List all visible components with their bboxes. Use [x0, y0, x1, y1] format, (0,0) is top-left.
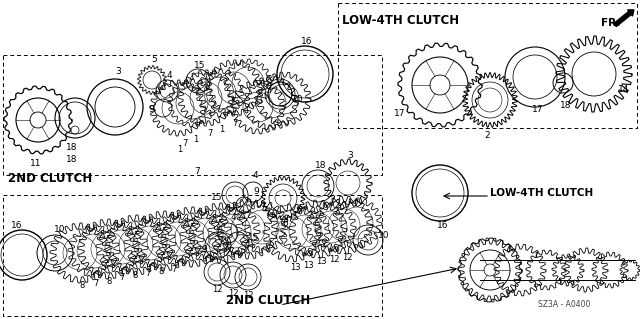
- Text: 2ND CLUTCH: 2ND CLUTCH: [8, 172, 92, 185]
- Text: 13: 13: [303, 261, 314, 270]
- FancyArrow shape: [614, 10, 634, 26]
- Text: 4: 4: [230, 213, 236, 222]
- Text: 16: 16: [12, 220, 23, 229]
- Text: 8: 8: [79, 280, 84, 290]
- Text: 18: 18: [67, 144, 77, 152]
- Text: SZ3A - A0400: SZ3A - A0400: [538, 300, 590, 309]
- Text: 8: 8: [132, 271, 138, 280]
- Text: 4: 4: [252, 172, 258, 181]
- Text: 3: 3: [347, 151, 353, 160]
- Text: 18: 18: [560, 100, 572, 109]
- Text: 12: 12: [212, 286, 222, 294]
- Text: 18: 18: [316, 161, 327, 170]
- Text: 13: 13: [316, 257, 326, 266]
- Text: 11: 11: [30, 160, 42, 168]
- Text: 12: 12: [329, 256, 339, 264]
- Text: 7: 7: [207, 129, 212, 137]
- Text: 10: 10: [54, 225, 66, 234]
- Text: 14: 14: [618, 85, 630, 94]
- Text: 17: 17: [394, 108, 406, 117]
- Text: 7: 7: [93, 278, 99, 287]
- Text: 13: 13: [290, 263, 300, 272]
- Text: 12: 12: [243, 291, 253, 300]
- Text: 7: 7: [182, 139, 188, 149]
- Text: 10: 10: [292, 94, 304, 103]
- Text: 9: 9: [253, 187, 259, 196]
- Text: 1: 1: [220, 124, 225, 133]
- Text: LOW-4TH CLUTCH: LOW-4TH CLUTCH: [342, 14, 459, 27]
- Text: 1: 1: [193, 135, 198, 144]
- Text: 7: 7: [145, 269, 150, 278]
- Text: FR.: FR.: [601, 18, 620, 28]
- Text: 7: 7: [194, 167, 200, 176]
- Text: 7: 7: [119, 273, 125, 283]
- Text: 2ND CLUTCH: 2ND CLUTCH: [226, 294, 310, 307]
- Text: LOW-4TH CLUTCH: LOW-4TH CLUTCH: [490, 188, 593, 198]
- Text: 12: 12: [342, 253, 352, 262]
- Text: 10: 10: [378, 231, 390, 240]
- Text: 9: 9: [148, 106, 154, 115]
- Text: 16: 16: [437, 220, 449, 229]
- Text: 6: 6: [282, 219, 288, 228]
- Text: 18: 18: [67, 155, 77, 165]
- Text: 9: 9: [201, 244, 207, 254]
- Text: 7: 7: [232, 118, 237, 128]
- Text: 1: 1: [177, 145, 182, 154]
- Text: 8: 8: [158, 266, 164, 276]
- Text: 4: 4: [166, 70, 172, 79]
- Text: 15: 15: [248, 234, 260, 242]
- Text: 16: 16: [301, 36, 313, 46]
- Text: 3: 3: [115, 68, 121, 77]
- Text: 2: 2: [484, 130, 490, 139]
- Text: 5: 5: [151, 56, 157, 64]
- Text: 15: 15: [211, 192, 223, 202]
- Text: 7: 7: [172, 265, 177, 275]
- Text: 17: 17: [532, 105, 544, 114]
- Text: 12: 12: [228, 288, 238, 298]
- Text: 8: 8: [106, 277, 112, 286]
- Text: 15: 15: [195, 61, 205, 70]
